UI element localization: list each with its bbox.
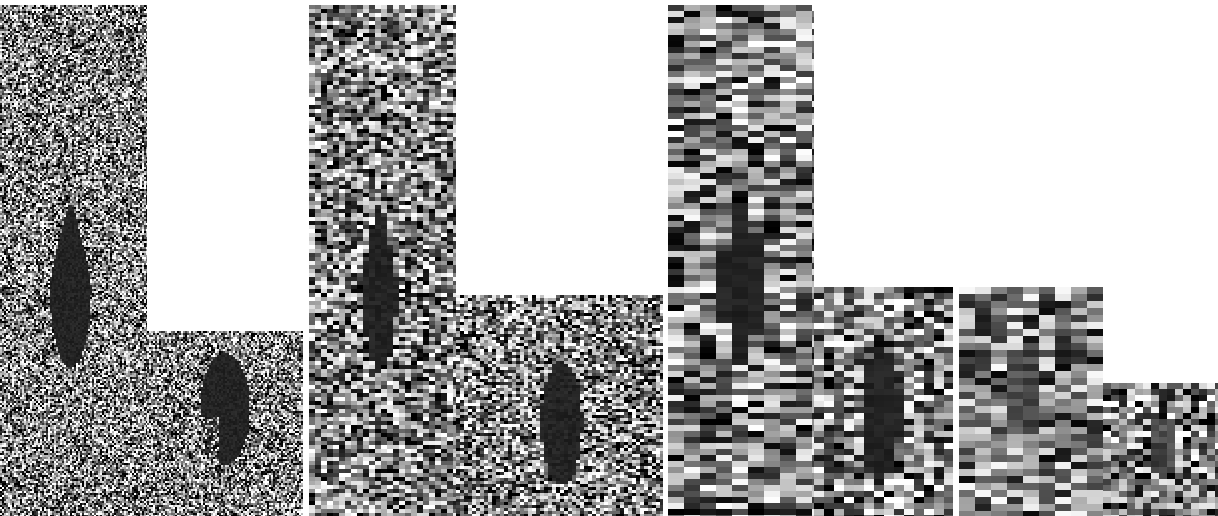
noise-panel-scale3-short (814, 287, 953, 516)
noise-panel-scale4-short (1103, 383, 1218, 516)
noise-panel-scale1-tall (0, 5, 147, 516)
noise-panel-scale2-tall (309, 5, 456, 516)
noise-panel-scale3-tall (668, 5, 814, 516)
noise-panel-scale4-tall (959, 287, 1103, 516)
noise-panel-scale1-short (147, 331, 303, 516)
noise-panel-scale2-short (456, 295, 663, 516)
